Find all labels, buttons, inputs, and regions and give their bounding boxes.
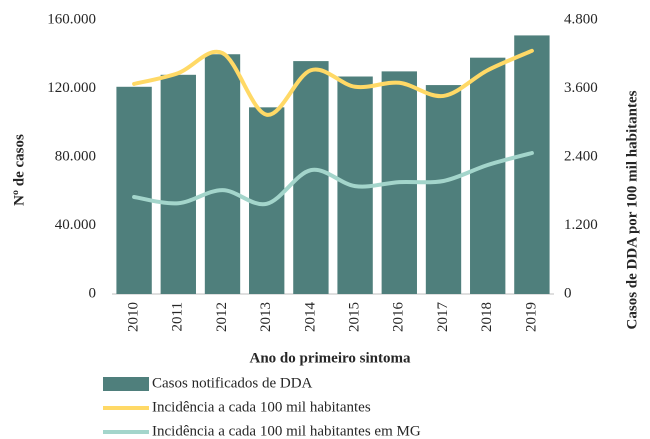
y2ticks-label: 0 [564, 285, 572, 301]
yticks-label: 160.000 [47, 11, 96, 27]
x-tick-label: 2010 [126, 302, 142, 332]
yticks-label: 40.000 [55, 217, 96, 233]
x-tick-label: 2019 [523, 302, 539, 332]
x-tick-label: 2015 [347, 302, 363, 332]
x-tick-label: 2016 [391, 302, 407, 333]
legend-label: Incidência a cada 100 mil habitantes em … [152, 423, 421, 439]
bar [249, 107, 285, 295]
yticks-label: 80.000 [55, 148, 96, 164]
y2ticks-label: 2.400 [564, 148, 598, 164]
legend-label: Incidência a cada 100 mil habitantes [152, 399, 371, 415]
x-tick-label: 2013 [258, 302, 274, 332]
legend-label: Casos notificados de DDA [152, 375, 313, 391]
x-axis-label: Ano do primeiro sintoma [250, 350, 411, 366]
bar [470, 57, 506, 294]
line [132, 151, 534, 207]
bar [204, 54, 241, 294]
yticks-label: 120.000 [47, 80, 96, 96]
bar [160, 74, 196, 294]
x-tick-label: 2014 [302, 302, 318, 333]
yticks-label: 0 [89, 285, 97, 301]
bar [514, 35, 550, 294]
y2ticks-label: 4.800 [564, 11, 598, 27]
x-tick-label: 2012 [214, 302, 230, 332]
x-tick-label: 2018 [479, 302, 495, 332]
legend-swatch [103, 377, 149, 391]
bar [425, 85, 462, 294]
x-tick-label: 2011 [170, 302, 186, 331]
y2ticks-label: 1.200 [564, 217, 598, 233]
y-axis-label: Nº de casos [11, 134, 27, 206]
bar [116, 86, 152, 294]
line [132, 48, 534, 117]
y2-axis-label: Casos de DDA por 100 mil habitantes [624, 90, 640, 329]
y2ticks-label: 3.600 [564, 80, 598, 96]
x-tick-label: 2017 [435, 302, 451, 333]
